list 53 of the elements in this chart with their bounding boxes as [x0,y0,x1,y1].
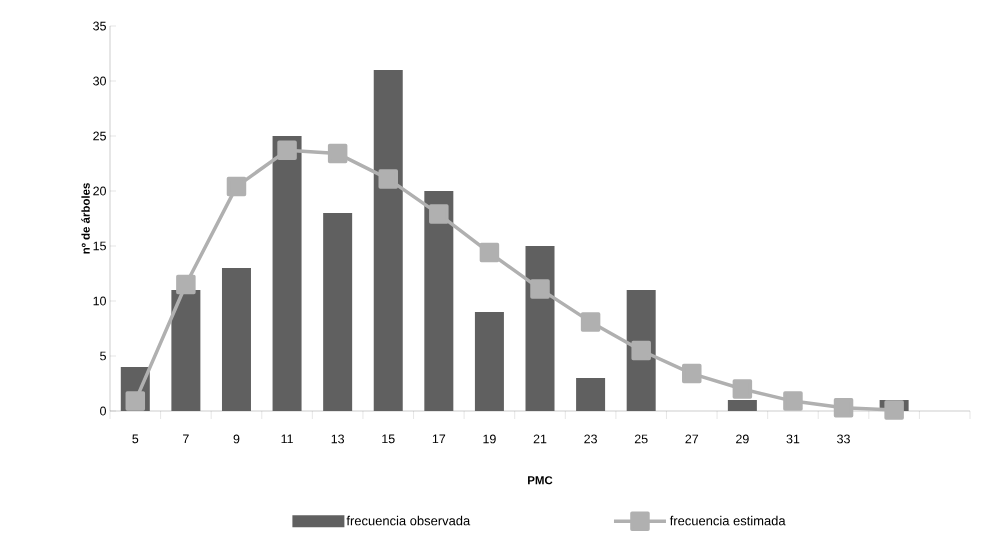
bar [525,246,555,411]
x-tick-label: 31 [786,434,800,444]
point [125,391,146,411]
x-tick-label: 13 [331,434,345,444]
x-tick-label: 17 [432,434,446,444]
y-tick-label: 30 [93,76,106,86]
point [580,312,601,332]
point [226,176,247,197]
x-tick-label: 25 [634,434,648,444]
x-tick-label: 7 [183,434,189,444]
bar [474,312,504,411]
y-tick-label: 0 [100,406,106,416]
x-tick-label: 5 [132,434,139,444]
point [277,140,297,161]
point [884,400,904,420]
x-tick-label: 23 [584,434,597,444]
bar [424,191,454,411]
y-tick-label: 15 [93,241,106,251]
x-tick-label: 19 [483,434,496,444]
point [682,363,702,384]
x-tick-label: 33 [837,434,850,444]
bar [323,213,353,411]
point [378,169,398,189]
point [176,274,196,295]
x-tick-label: 15 [382,434,395,444]
bar [373,70,403,411]
y-tick-label: 20 [93,186,106,196]
bar [576,378,606,411]
bar [272,136,302,411]
y-tick-label: 10 [93,296,106,306]
point [732,379,753,399]
point [833,397,854,418]
point [479,242,500,263]
y-tick-label: 35 [93,21,106,31]
point [631,340,651,361]
bar [221,268,251,411]
x-tick-label: 21 [533,434,547,444]
legend-label: frecuencia estimada [669,515,786,526]
x-tick-label: 11 [281,434,293,444]
y-tick-label: 25 [93,131,106,141]
legend-label: frecuencia observada [346,515,471,526]
x-tick-label: 29 [736,434,749,444]
x-axis-title: PMC [528,476,553,485]
y-tick-label: 5 [100,351,106,361]
y-axis-title: nº de árboles [81,183,90,254]
bar [171,290,201,411]
point [429,204,449,224]
point [327,143,348,164]
x-tick-label: 9 [233,434,240,444]
point [783,391,803,411]
bar [727,400,757,411]
point [530,279,550,299]
x-tick-label: 27 [685,434,699,444]
